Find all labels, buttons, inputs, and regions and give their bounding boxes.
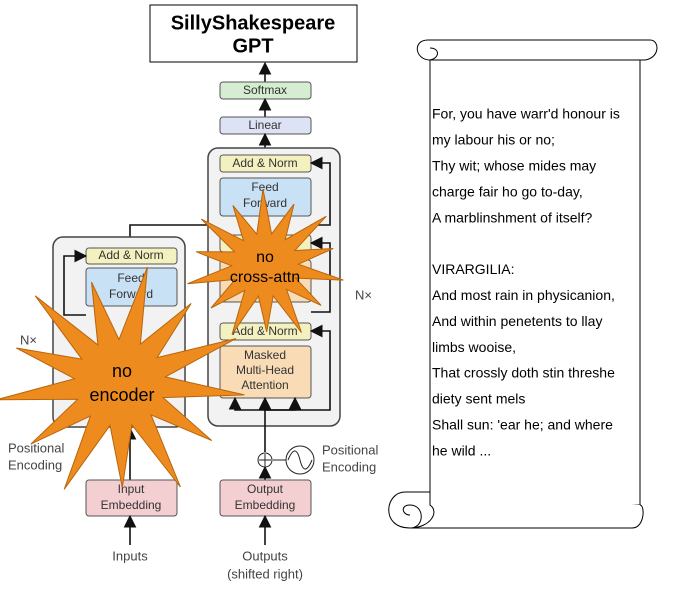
- block-label: Feed: [251, 180, 278, 194]
- scroll-line: Shall sun: 'ear he; and where: [432, 417, 613, 433]
- scroll-line: charge fair ho go to-day,: [432, 183, 583, 199]
- block-label: Attention: [241, 378, 288, 392]
- block-label: Add & Norm: [232, 156, 297, 170]
- title-box: [149, 4, 358, 63]
- block-label: Output: [247, 482, 284, 496]
- input-label: Outputs: [242, 548, 288, 563]
- scroll-line: my labour his or no;: [432, 132, 555, 148]
- repeat-label: N×: [20, 332, 37, 347]
- positional-label: Positional: [322, 442, 378, 457]
- annotation: no: [112, 361, 132, 381]
- positional-label: Encoding: [322, 459, 376, 474]
- starburst: [0, 266, 245, 490]
- scroll-line: diety sent mels: [432, 391, 525, 407]
- scroll-body: [429, 59, 641, 506]
- input-label: (shifted right): [227, 566, 303, 581]
- block-label: Add & Norm: [98, 248, 163, 262]
- scroll-line: For, you have warr'd honour is: [432, 106, 620, 122]
- scroll-line: limbs wooise,: [432, 339, 516, 355]
- block-label: Embedding: [101, 498, 162, 512]
- block-label: Multi-Head: [236, 363, 294, 377]
- block-label: Feed: [117, 271, 144, 285]
- block-label: Add & Norm: [232, 324, 297, 338]
- scroll-line: Thy wit; whose mides may: [432, 158, 596, 174]
- scroll-line: That crossly doth stin threshe: [432, 365, 615, 381]
- add-symbol: [259, 454, 271, 466]
- arrow: [265, 396, 302, 411]
- arrow: [228, 396, 265, 411]
- feed-forward-box: [85, 267, 178, 307]
- scroll-line: he wild ...: [432, 442, 491, 458]
- scroll-top: [416, 39, 658, 61]
- scroll-line: And most rain in physicanion,: [432, 287, 615, 303]
- sine-symbol: [287, 450, 313, 470]
- annotation: no: [256, 249, 274, 266]
- annotation: cross-attn: [230, 269, 300, 286]
- arrow: [265, 324, 331, 411]
- block-label: Masked: [244, 348, 286, 362]
- positional-label: Positional: [8, 440, 64, 455]
- positional-label: Encoding: [8, 457, 62, 472]
- block-label: Input: [118, 482, 145, 496]
- scroll-line: A marblinshment of itself?: [432, 209, 593, 225]
- scroll-line: VIRARGILIA:: [432, 261, 514, 277]
- title: SillyShakespeare: [171, 12, 336, 34]
- block-label: Linear: [248, 118, 281, 132]
- input-label: Inputs: [112, 548, 148, 563]
- block-label: Embedding: [235, 498, 296, 512]
- scroll-bottom: [388, 491, 644, 529]
- arrow: [309, 156, 331, 226]
- connector: [129, 224, 208, 237]
- starburst: [187, 188, 344, 335]
- repeat-label: N×: [355, 287, 372, 302]
- annotation: encoder: [89, 385, 154, 405]
- scroll-text: For, you have warr'd honour is my labour …: [432, 106, 620, 459]
- title: GPT: [232, 35, 273, 57]
- arrow: [63, 249, 88, 316]
- block-label: Forward: [109, 287, 153, 301]
- block-label: Softmax: [243, 83, 287, 97]
- scroll-line: And within penetents to llay: [432, 313, 602, 329]
